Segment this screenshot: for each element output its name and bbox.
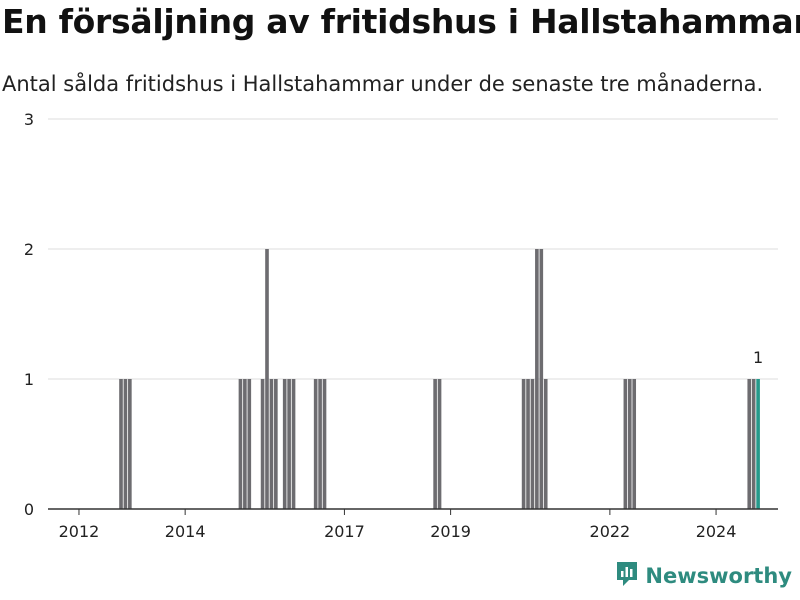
x-tick-label: 2024 <box>696 522 737 541</box>
bar <box>632 379 637 509</box>
bar <box>247 379 252 509</box>
bar <box>119 379 123 509</box>
bar <box>282 379 287 509</box>
bar <box>291 379 296 509</box>
bar <box>318 379 322 509</box>
newsworthy-logo-icon <box>615 560 639 592</box>
bar <box>751 379 756 509</box>
y-tick-label: 1 <box>24 370 34 389</box>
y-tick-label: 3 <box>24 110 34 129</box>
brand: Newsworthy <box>615 560 792 592</box>
bar <box>265 249 269 509</box>
bar <box>623 379 628 509</box>
chart-title: En försäljning av fritidshus i Hallstaha… <box>2 2 800 41</box>
bar <box>535 249 539 509</box>
bar <box>747 379 752 509</box>
bar <box>539 249 544 509</box>
highlight-bar <box>756 379 760 509</box>
x-tick-label: 2022 <box>590 522 631 541</box>
chart-subtitle: Antal sålda fritidshus i Hallstahammar u… <box>2 72 764 96</box>
brand-name: Newsworthy <box>645 564 792 588</box>
bar <box>627 379 632 509</box>
data-label: 1 <box>753 348 763 367</box>
bar <box>437 379 442 509</box>
x-tick-label: 2012 <box>59 522 100 541</box>
bar <box>521 379 526 509</box>
x-tick-label: 2014 <box>165 522 206 541</box>
bar <box>274 379 278 509</box>
bar <box>123 379 128 509</box>
bar <box>526 379 530 509</box>
bar <box>530 379 535 509</box>
x-tick-label: 2019 <box>430 522 471 541</box>
y-tick-label: 0 <box>24 500 34 519</box>
y-tick-label: 2 <box>24 240 34 259</box>
bar <box>287 379 291 509</box>
bar <box>128 379 132 509</box>
bar <box>238 379 243 509</box>
bar <box>260 379 265 509</box>
bar <box>243 379 247 509</box>
bar <box>543 379 548 509</box>
bar <box>322 379 327 509</box>
x-tick-label: 2017 <box>324 522 365 541</box>
bar <box>433 379 437 509</box>
bar <box>269 379 274 509</box>
bar <box>313 379 318 509</box>
